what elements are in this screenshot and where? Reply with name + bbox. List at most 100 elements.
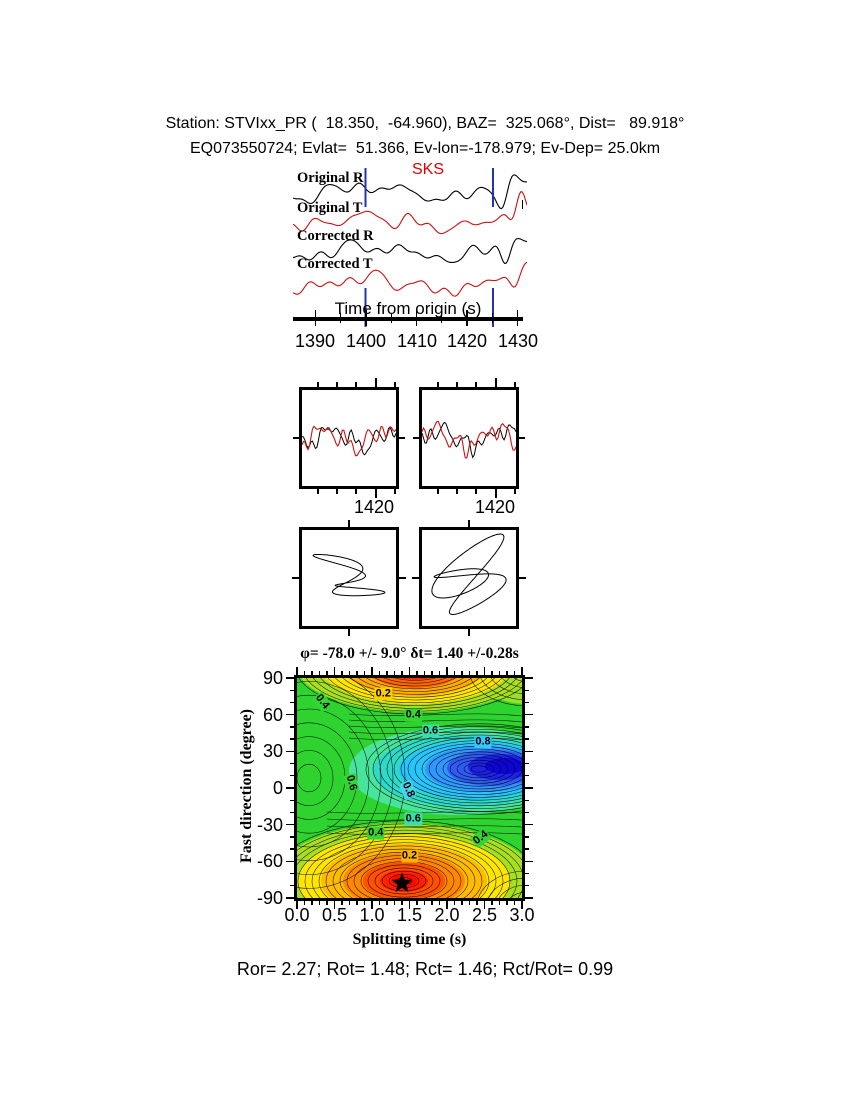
contour-xlabel: Splitting time (s) (352, 931, 467, 948)
tick-mark (437, 382, 439, 387)
time-tick-label: 1390 (294, 331, 336, 351)
tick-mark (290, 775, 294, 777)
tick-mark (290, 799, 294, 801)
tick-mark (468, 629, 470, 636)
contour-surface (297, 678, 522, 898)
station-header: Station: STVIxx_PR ( 18.350, -64.960), B… (165, 115, 685, 132)
tick-mark (393, 901, 396, 905)
tick-mark (286, 897, 294, 899)
tick-mark (286, 677, 294, 679)
tick-mark (431, 901, 433, 905)
tick-mark (363, 671, 366, 675)
tick-mark (286, 787, 294, 789)
tick-mark (348, 671, 351, 675)
compare-left-tick-label: 1420 (353, 497, 395, 517)
tick-mark (355, 489, 357, 494)
seismogram-traces-plot (293, 168, 527, 327)
tick-mark (437, 489, 439, 494)
tick-mark (375, 378, 377, 387)
tick-mark (318, 901, 321, 905)
splittime-tick-label: 1.0 (359, 905, 385, 925)
waveform-compare-left (299, 387, 399, 489)
tick-mark (293, 437, 299, 439)
fastdir-tick-label: 90 (262, 668, 283, 688)
tick-mark (525, 726, 529, 728)
tick-mark (408, 901, 411, 909)
waveform-compare-left-plot (302, 425, 396, 457)
trace-label-corrected-t: Corrected T (297, 256, 373, 272)
fastdir-tick-label: 0 (272, 778, 283, 798)
tick-mark (525, 714, 533, 716)
tick-mark (394, 489, 396, 494)
particle-motion-left-plot (312, 554, 386, 597)
tick-mark (311, 901, 313, 905)
tick-mark (525, 787, 533, 789)
tick-mark (348, 520, 350, 527)
best-fit-star (391, 872, 413, 893)
tick-mark (393, 671, 396, 675)
tick-mark (290, 836, 294, 838)
fastdir-tick-label: -60 (256, 851, 283, 871)
tick-mark (423, 671, 426, 675)
time-axis-label: Time from origin (s) (334, 299, 482, 318)
tick-mark (453, 671, 456, 675)
tick-mark (290, 738, 294, 740)
tick-mark (311, 671, 313, 675)
tick-mark (356, 901, 358, 905)
tick-mark (413, 437, 419, 439)
tick-mark (525, 897, 533, 899)
tick-mark (296, 667, 298, 675)
tick-mark (333, 667, 336, 675)
tick-mark (371, 901, 373, 909)
tick-mark (456, 382, 458, 387)
tick-mark (525, 799, 529, 801)
tick-mark (401, 901, 403, 905)
tick-mark (286, 714, 294, 716)
trace-label-original-t: Original T (297, 200, 363, 216)
contour-title: φ= -78.0 +/- 9.0° δt= 1.40 +/-0.28s (300, 645, 519, 662)
splittime-tick-label: 2.0 (434, 905, 460, 925)
tick-mark (525, 701, 529, 704)
trace-label-corrected-r: Corrected R (297, 228, 374, 244)
tick-mark (495, 378, 497, 387)
tick-mark (525, 836, 529, 838)
tick-mark (290, 811, 294, 814)
tick-mark (348, 629, 350, 636)
contour-annotation: 0.6 (421, 724, 440, 738)
tick-mark (519, 577, 526, 579)
tick-mark (521, 901, 523, 909)
tick-mark (416, 671, 418, 675)
time-tick-label: 1410 (396, 331, 438, 351)
tick-mark (525, 689, 529, 691)
tick-mark (348, 901, 351, 905)
tick-mark (483, 667, 486, 675)
tick-mark (525, 750, 533, 752)
tick-mark (314, 310, 317, 326)
tick-mark (514, 382, 516, 387)
tick-mark (290, 701, 294, 704)
tick-mark (303, 901, 306, 905)
tick-mark (525, 860, 533, 862)
tick-mark (336, 489, 338, 494)
tick-mark (292, 577, 299, 579)
tick-mark (525, 762, 529, 765)
tick-mark (525, 824, 533, 826)
waveform-compare-right (419, 387, 519, 489)
tick-mark (303, 671, 306, 675)
splittime-tick-label: 0.0 (284, 905, 310, 925)
tick-mark (461, 901, 463, 905)
tick-mark (468, 520, 470, 527)
contour-annotation: 0.4 (404, 708, 422, 722)
tick-mark (363, 901, 366, 905)
tick-mark (399, 577, 406, 579)
splittime-tick-label: 0.5 (321, 905, 348, 925)
tick-mark (453, 901, 456, 905)
tick-mark (525, 848, 529, 850)
tick-mark (513, 901, 516, 905)
tick-mark (456, 489, 458, 494)
tick-mark (290, 762, 294, 765)
time-tick-label: 1430 (497, 331, 539, 351)
tick-mark (340, 313, 342, 323)
tick-mark (513, 671, 516, 675)
